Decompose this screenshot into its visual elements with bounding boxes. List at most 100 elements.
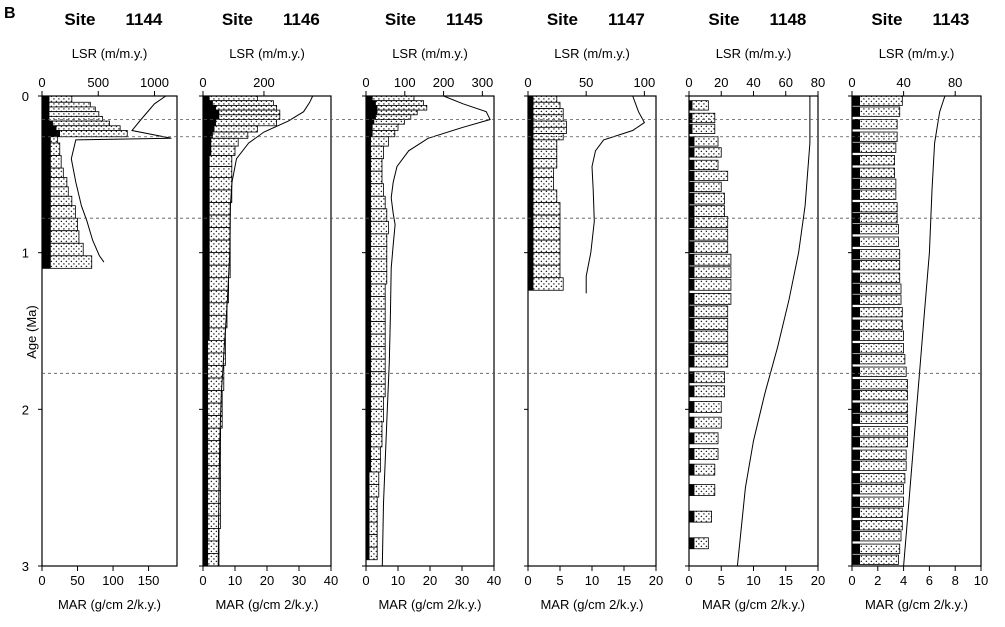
mar-black-bar [851, 167, 860, 178]
mar-black-bar [41, 196, 51, 206]
mar-black-bar [41, 102, 50, 108]
mar-black-bar [41, 111, 50, 117]
lsr-axis-title: LSR (m/m.y.) [229, 46, 305, 61]
mar-tick-label: 20 [811, 573, 825, 588]
lsr-curve [381, 95, 491, 567]
mar-black-bar [527, 227, 534, 241]
mar-tick-label: 30 [292, 573, 306, 588]
mar-black-bar [851, 224, 860, 235]
mar-black-bar [365, 95, 373, 101]
age-tick-label: 2 [22, 402, 29, 417]
mar-black-bar [527, 114, 534, 122]
lsr-tick-label: 0 [848, 75, 855, 90]
lsr-curve [736, 96, 811, 567]
mar-black-bar [851, 283, 860, 294]
mar-bar [688, 318, 729, 330]
mar-black-bar [41, 106, 50, 112]
age-tick-label: 1 [22, 246, 29, 261]
mar-black-bar [851, 249, 860, 260]
mar-bar [41, 115, 103, 122]
mar-black-bar [688, 484, 695, 496]
mar-tick-label: 8 [952, 573, 959, 588]
panel-1146: Site 1146 LSR (m/m.y.) MAR (g/cm 2/k.y.) 0 20… [199, 10, 338, 612]
mar-black-bar [41, 186, 51, 197]
mar-black-bar [365, 145, 372, 159]
lsr-axis-title: LSR (m/m.y.) [716, 46, 792, 61]
mar-black-bar [41, 142, 51, 156]
mar-black-bar [202, 452, 209, 466]
mar-black-bar [202, 528, 209, 542]
site-number: 1144 [126, 10, 163, 29]
mar-tick-label: 15 [617, 573, 631, 588]
mar-black-bar [41, 116, 50, 122]
mar-tick-label: 10 [746, 573, 760, 588]
mar-black-bar [202, 553, 209, 567]
mar-axis-title: MAR (g/cm 2/k.y.) [702, 597, 805, 612]
lsr-tick-label: 100 [394, 75, 416, 90]
mar-tick-label: 20 [423, 573, 437, 588]
lsr-axis-title: LSR (m/m.y.) [879, 46, 955, 61]
mar-black-bar [202, 131, 213, 139]
mar-black-bar [527, 158, 534, 169]
mar-black-bar [688, 343, 695, 355]
mar-black-bar [851, 95, 860, 106]
mar-black-bar [365, 446, 372, 460]
mar-bar [688, 292, 732, 305]
lsr-tick-label: 50 [579, 75, 593, 90]
mar-black-bar [365, 396, 372, 410]
mar-black-bar [202, 402, 209, 416]
mar-bar [688, 241, 729, 254]
mar-black-bar [365, 233, 372, 247]
site-title-label: Site [64, 10, 95, 29]
age-tick-label: 3 [22, 559, 29, 574]
mar-black-bar [41, 167, 51, 178]
mar-black-bar [851, 307, 860, 318]
mar-black-bar [41, 230, 51, 244]
mar-black-bar [851, 343, 860, 354]
mar-black-bar [365, 170, 372, 184]
mar-black-bar [202, 440, 209, 454]
panel-letter: B [4, 5, 16, 22]
mar-tick-label: 15 [779, 573, 793, 588]
site-number: 1146 [283, 10, 320, 29]
lsr-tick-label: 100 [634, 75, 656, 90]
mar-black-bar [688, 253, 695, 266]
mar-black-bar [851, 531, 860, 542]
mar-black-bar [365, 283, 372, 297]
mar-bar [688, 278, 732, 291]
mar-black-bar [688, 305, 695, 318]
mar-black-bar [851, 202, 860, 213]
mar-black-bar [41, 136, 51, 144]
mar-black-bar [365, 258, 372, 272]
mar-black-bar [202, 177, 210, 191]
mar-black-bar [688, 205, 695, 217]
lsr-tick-label: 0 [524, 75, 531, 90]
mar-black-bar [41, 243, 51, 257]
mar-black-bar [527, 95, 534, 103]
mar-black-bar [202, 138, 212, 147]
mar-black-bar [688, 192, 695, 205]
mar-black-bar [365, 321, 372, 335]
mar-bar [202, 95, 258, 102]
mar-bar [365, 95, 415, 102]
mar-black-bar [851, 413, 860, 424]
age-tick-label: 0 [22, 89, 29, 104]
mar-bar [41, 106, 96, 113]
mar-black-bar [851, 484, 860, 495]
mar-black-bar [851, 119, 860, 130]
mar-bar [41, 111, 100, 117]
mar-black-bar [202, 427, 209, 441]
lsr-tick-label: 200 [433, 75, 455, 90]
mar-black-bar [41, 177, 51, 188]
mar-black-bar [202, 365, 209, 379]
lsr-tick-label: 0 [38, 75, 45, 90]
site-title-label: Site [222, 10, 253, 29]
mar-tick-label: 10 [974, 573, 988, 588]
mar-black-bar [41, 120, 53, 127]
mar-black-bar [202, 214, 210, 228]
mar-black-bar [365, 409, 372, 423]
mar-axis-title: MAR (g/cm 2/k.y.) [58, 597, 161, 612]
mar-black-bar [202, 515, 209, 529]
